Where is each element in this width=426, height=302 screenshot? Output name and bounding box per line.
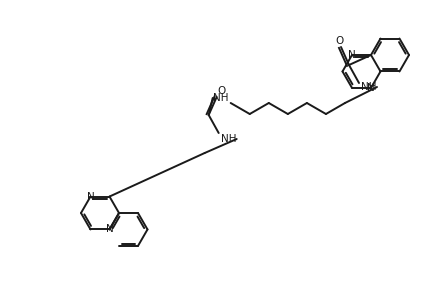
Text: NH: NH	[213, 93, 228, 103]
Text: N: N	[347, 50, 355, 60]
Text: O: O	[335, 36, 343, 46]
Text: NH: NH	[220, 134, 236, 144]
Text: N: N	[105, 224, 113, 234]
Text: N: N	[366, 83, 374, 93]
Text: O: O	[217, 86, 225, 96]
Text: N: N	[86, 191, 94, 201]
Text: NH: NH	[360, 82, 376, 92]
